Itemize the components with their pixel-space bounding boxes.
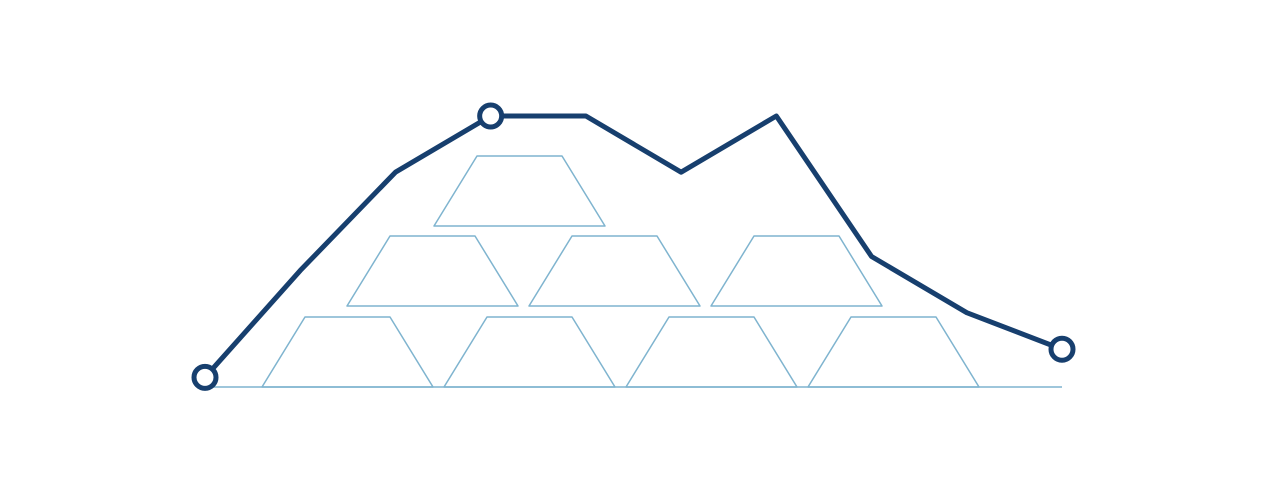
trend-marker-3 [1048,335,1076,363]
gold-bar-bottom-1 [261,316,434,388]
gold-bar-stack [261,155,980,388]
trend-marker-2 [477,102,505,130]
gold-bar-middle-1 [346,235,519,307]
gold-bar-bottom-3 [625,316,798,388]
gold-bar-top-1 [433,155,606,227]
price-trend [191,102,1076,391]
gold-bar-middle-2 [528,235,701,307]
gold-bar-bottom-4 [807,316,980,388]
trend-marker-1 [191,363,219,391]
trend-line [202,113,1065,380]
gold-bar-bottom-2 [443,316,616,388]
gold-bar-middle-3 [710,235,883,307]
